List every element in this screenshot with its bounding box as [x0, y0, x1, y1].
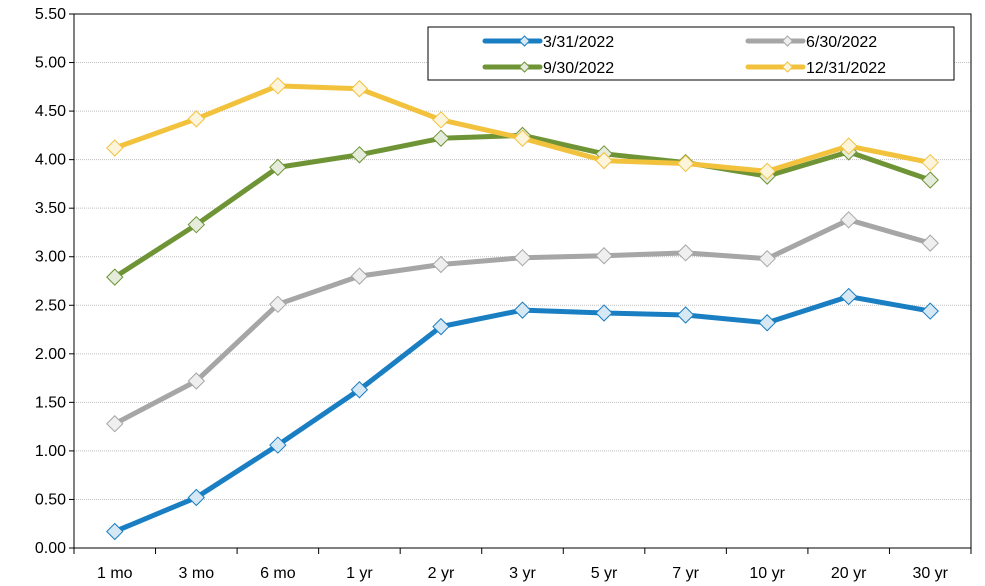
- data-point: [350, 267, 369, 285]
- y-tick-label: 2.00: [35, 346, 66, 363]
- x-tick-label: 3 mo: [179, 565, 215, 582]
- legend-item: 6/30/2022: [745, 34, 877, 51]
- data-point: [758, 314, 776, 332]
- data-point: [187, 110, 206, 128]
- series-lines: [106, 77, 939, 541]
- data-point: [921, 234, 939, 252]
- data-point: [269, 77, 287, 95]
- y-tick-label: 4.50: [35, 103, 66, 120]
- data-point: [432, 255, 450, 274]
- data-point: [513, 129, 532, 147]
- legend-swatch-marker: [781, 61, 794, 73]
- x-tick-label: 2 yr: [428, 565, 455, 582]
- y-tick-label: 1.00: [35, 443, 66, 460]
- series-4: [106, 77, 939, 180]
- data-point: [676, 154, 695, 173]
- y-tick-label: 0.50: [35, 491, 66, 508]
- x-tick-label: 7 yr: [672, 565, 699, 582]
- data-point: [432, 111, 450, 129]
- data-point: [187, 215, 206, 234]
- x-tick-label: 20 yr: [831, 565, 867, 582]
- legend-swatch-marker: [518, 61, 531, 73]
- y-tick-label: 3.00: [35, 249, 66, 266]
- data-point: [595, 247, 613, 265]
- legend-item: 9/30/2022: [482, 60, 614, 77]
- x-tick-label: 3 yr: [509, 565, 536, 582]
- x-tick-label: 30 yr: [912, 565, 948, 582]
- series-2: [106, 211, 939, 433]
- legend-label: 6/30/2022: [806, 34, 877, 51]
- data-point: [676, 244, 695, 262]
- data-point: [106, 415, 124, 433]
- data-point: [839, 287, 858, 306]
- data-point: [921, 153, 939, 172]
- legend-label: 3/31/2022: [543, 34, 614, 51]
- data-point: [269, 158, 287, 177]
- data-point: [187, 372, 206, 390]
- data-point: [921, 171, 939, 189]
- data-point: [269, 295, 287, 314]
- axes: 0.00 0.50 1.00 1.50 2.00 2.50 3.00 3.50 4.00 4.50…: [35, 6, 972, 582]
- data-point: [106, 268, 124, 286]
- series-1: [106, 287, 939, 541]
- data-point: [758, 162, 776, 180]
- plot-area-border: [73, 13, 972, 549]
- data-point: [513, 248, 532, 267]
- data-point: [350, 146, 369, 164]
- x-tick-label: 1 mo: [97, 565, 133, 582]
- data-point: [350, 80, 369, 98]
- x-tick-label: 10 yr: [749, 565, 785, 582]
- legend-item: 3/31/2022: [482, 34, 614, 51]
- y-tick-label: 5.50: [35, 6, 66, 23]
- x-tick-label: 5 yr: [591, 565, 618, 582]
- y-tick-label: 4.00: [35, 152, 66, 169]
- legend-box: [427, 26, 955, 81]
- legend-label: 12/31/2022: [806, 60, 886, 77]
- y-tick-label: 0.00: [35, 540, 66, 557]
- data-point: [595, 151, 613, 170]
- data-point: [432, 317, 450, 336]
- legend-item: 12/31/2022: [745, 60, 886, 77]
- legend-swatch-marker: [781, 35, 794, 47]
- data-point: [187, 488, 206, 507]
- data-point: [839, 211, 858, 229]
- data-point: [758, 249, 776, 268]
- series-line: [112, 294, 933, 534]
- legend-label: 9/30/2022: [543, 60, 614, 77]
- data-point: [106, 522, 124, 541]
- data-point: [350, 381, 369, 399]
- data-point: [269, 436, 287, 454]
- y-tick-label: 1.50: [35, 394, 66, 411]
- y-tick-label: 3.50: [35, 200, 66, 217]
- y-tick-label: 5.00: [35, 55, 66, 72]
- legend-swatch-marker: [518, 35, 531, 47]
- data-point: [106, 139, 124, 157]
- y-tick-label: 2.50: [35, 297, 66, 314]
- legend: 3/31/2022 6/30/2022 9/30/2022 12/31/2022: [427, 26, 955, 81]
- data-point: [595, 304, 613, 322]
- x-tick-label: 1 yr: [346, 565, 373, 582]
- data-point: [432, 129, 450, 147]
- x-tick-label: 6 mo: [260, 565, 296, 582]
- data-point: [513, 301, 532, 319]
- data-point: [921, 302, 939, 320]
- data-point: [676, 306, 695, 324]
- data-point: [839, 137, 858, 155]
